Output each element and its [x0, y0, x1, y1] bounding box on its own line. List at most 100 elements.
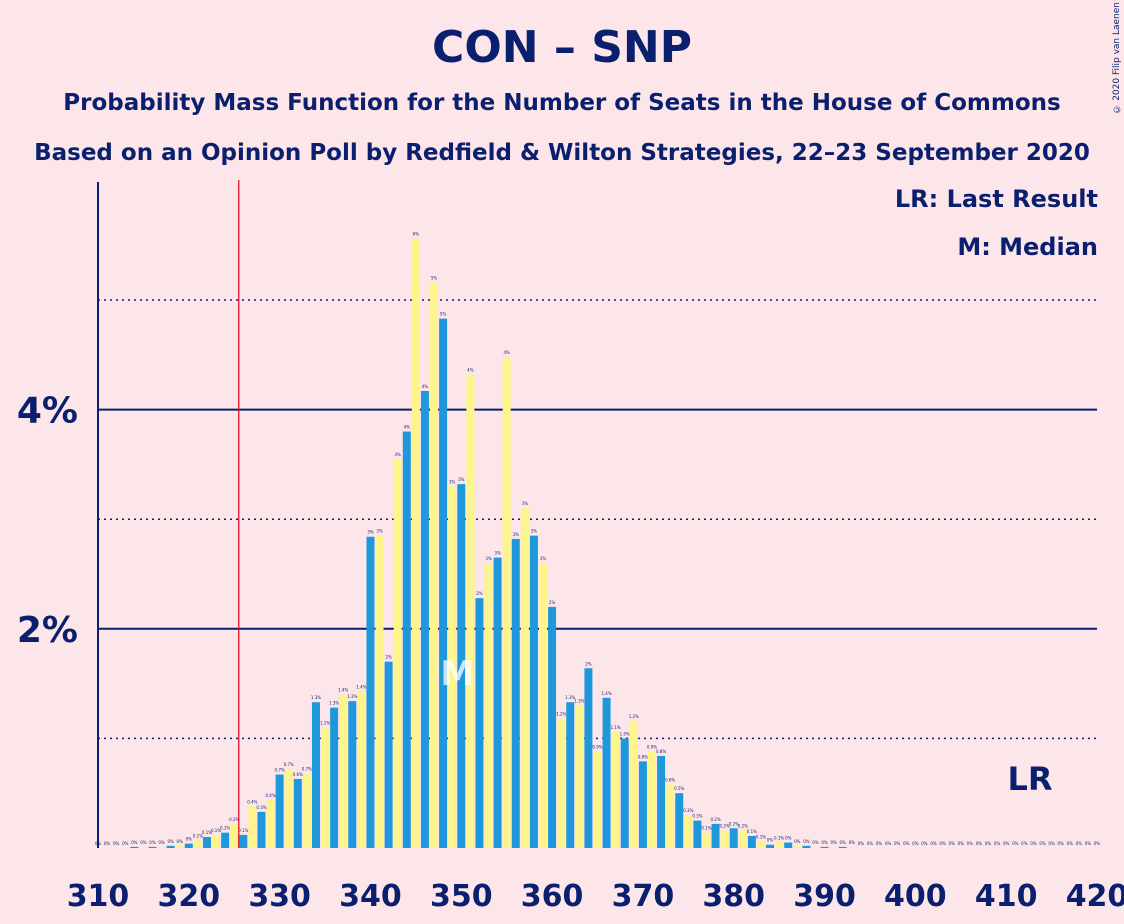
bar: [675, 793, 684, 848]
bar: [702, 832, 711, 848]
bar-value-label: 0.2%: [229, 817, 239, 822]
bar: [775, 842, 784, 848]
bar-value-label: 3%: [376, 529, 383, 534]
bar-value-label: 0%: [849, 840, 856, 845]
bar-value-label: 0.3%: [256, 805, 266, 810]
bar-value-label: 1.3%: [565, 695, 575, 700]
bar-value-label: 0.2%: [720, 823, 730, 828]
bar: [720, 830, 729, 848]
bar-value-label: 0%: [167, 839, 174, 844]
bar-value-label: 1.3%: [574, 699, 584, 704]
bar: [148, 846, 157, 848]
x-tick-label: 350: [430, 879, 493, 914]
bar-value-label: 3%: [449, 479, 456, 484]
bar-value-label: 0%: [994, 841, 1001, 846]
x-tick-label: 320: [158, 879, 221, 914]
bar: [847, 846, 856, 848]
bar: [257, 811, 266, 848]
bar: [411, 238, 420, 848]
bar-value-label: 1.2%: [629, 714, 639, 719]
bar-value-label: 0.6%: [665, 777, 675, 782]
bar-value-label: 2%: [476, 591, 483, 596]
bar: [711, 823, 720, 848]
bar-value-label: 3%: [513, 532, 520, 537]
bar-value-label: 0.2%: [738, 823, 748, 828]
bar-value-label: 0%: [921, 841, 928, 846]
x-tick-label: 330: [248, 879, 311, 914]
bar: [212, 834, 221, 848]
bar-value-label: 0.8%: [656, 749, 666, 754]
bar: [420, 390, 429, 848]
bar-value-label: 0%: [1030, 841, 1037, 846]
bar: [366, 536, 375, 848]
y-tick-label: 4%: [17, 391, 78, 432]
bar-value-label: 0.3%: [683, 808, 693, 813]
bar-value-label: 0%: [1057, 841, 1064, 846]
bar: [175, 845, 184, 848]
bar-value-label: 0.1%: [220, 826, 230, 831]
bar: [811, 846, 820, 848]
bar: [520, 508, 529, 848]
bar-value-label: 0.4%: [265, 793, 275, 798]
bar: [756, 841, 765, 848]
bar-value-label: 0.3%: [692, 814, 702, 819]
x-tick-label: 410: [975, 879, 1038, 914]
bar: [802, 845, 811, 848]
bar: [793, 845, 802, 848]
bar: [448, 486, 457, 848]
bar: [284, 769, 293, 848]
bar: [384, 661, 393, 848]
bar-value-label: 0%: [985, 841, 992, 846]
chart-subtitle-1: Probability Mass Function for the Number…: [63, 90, 1061, 116]
bar: [166, 845, 175, 848]
bar: [629, 720, 638, 848]
x-tick-label: 360: [521, 879, 584, 914]
bar-value-label: 0%: [1039, 841, 1046, 846]
x-tick-label: 400: [884, 879, 947, 914]
bar-value-label: 3%: [367, 530, 374, 535]
bar-value-label: 4%: [404, 425, 411, 430]
bar-value-label: 0%: [1021, 841, 1028, 846]
bar-value-label: 0.4%: [247, 799, 257, 804]
bar: [666, 784, 675, 848]
bar-value-label: 0%: [812, 840, 819, 845]
bar-value-label: 0%: [1048, 841, 1055, 846]
bar: [529, 535, 538, 848]
bar-value-label: 0.2%: [729, 821, 739, 826]
bar: [457, 484, 466, 848]
bar: [239, 834, 248, 848]
bar: [593, 751, 602, 848]
bar-value-label: 0%: [794, 839, 801, 844]
bar-value-label: 0%: [930, 841, 937, 846]
bar-value-label: 0%: [885, 841, 892, 846]
bar: [557, 718, 566, 848]
chart-title: CON – SNP: [432, 22, 692, 73]
bar: [157, 846, 166, 848]
bar-value-label: 3%: [522, 501, 529, 506]
bar-value-label: 0.1%: [202, 830, 212, 835]
bar-value-label: 0%: [840, 840, 847, 845]
bar: [393, 458, 402, 848]
bar-value-label: 6%: [413, 232, 420, 237]
bar-value-label: 3%: [494, 551, 501, 556]
bar-value-label: 0.2%: [710, 817, 720, 822]
bar-value-label: 3%: [531, 529, 538, 534]
bar-value-label: 0%: [876, 841, 883, 846]
x-tick-label: 380: [702, 879, 765, 914]
bar-value-label: 0%: [186, 837, 193, 842]
bar-value-label: 0%: [1067, 841, 1074, 846]
bar-value-label: 0%: [158, 840, 165, 845]
bar-value-label: 3%: [458, 477, 465, 482]
bar: [348, 701, 357, 848]
bar: [493, 557, 502, 848]
bar: [548, 606, 557, 848]
y-tick-label: 2%: [17, 610, 78, 651]
bar-value-label: 2%: [385, 655, 392, 660]
bar-value-label: 0.9%: [592, 745, 602, 750]
bar: [330, 707, 339, 848]
median-marker: M: [440, 654, 474, 694]
bar-value-label: 0%: [803, 839, 810, 844]
bar: [357, 691, 366, 848]
legend-last-result: LR: Last Result: [894, 185, 1098, 213]
bar-value-label: 0%: [785, 836, 792, 841]
